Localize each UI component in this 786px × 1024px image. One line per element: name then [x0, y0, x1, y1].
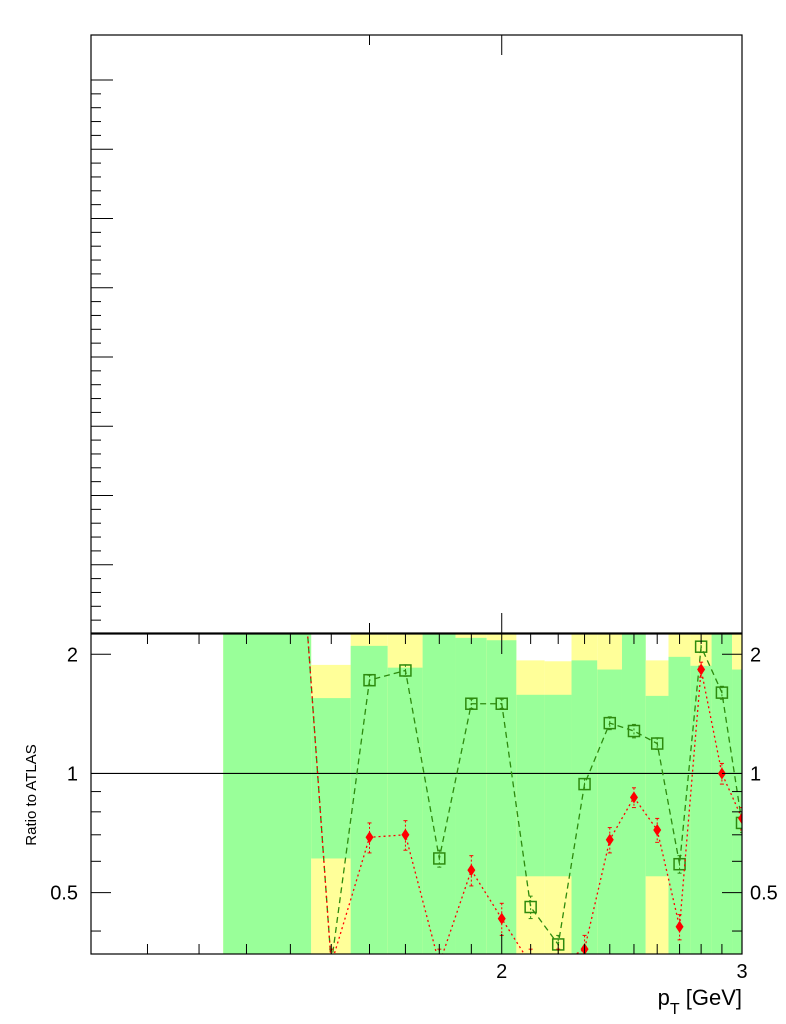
series-1-marker [605, 833, 614, 846]
series-1-marker [497, 912, 506, 925]
green-uncertainty-band [711, 634, 733, 954]
x-axis-title-sub: T [670, 1001, 680, 1018]
series-0-marker [650, 737, 664, 750]
y-axis-title: Ratio to ATLAS [23, 744, 40, 845]
series-1-marker [365, 831, 374, 844]
series-0-marker [603, 716, 617, 730]
green-uncertainty-band [516, 694, 545, 877]
y-tick-label-left: 1 [67, 763, 78, 785]
series-0-marker [756, 804, 767, 815]
series-1-marker [401, 828, 410, 841]
series-0-marker [433, 852, 446, 865]
series-1-marker [527, 958, 535, 970]
series-1-marker [435, 958, 443, 970]
y-tick-label-left: 0.5 [50, 883, 78, 905]
series-0-marker [495, 697, 508, 710]
series-1-marker [675, 920, 684, 933]
green-uncertainty-band [350, 645, 388, 954]
series-0-marker [627, 724, 641, 738]
ratio-pad-frame [90, 633, 743, 955]
series-1-marker [327, 958, 335, 970]
green-uncertainty-band [645, 695, 669, 877]
model-series [306, 634, 767, 970]
series-1-marker [629, 791, 638, 804]
y-tick-label-right: 2 [750, 644, 761, 666]
series-1-marker [717, 767, 726, 780]
y-tick-label-right: 1 [750, 763, 761, 785]
series-0-marker [326, 959, 337, 970]
green-uncertainty-band [690, 665, 712, 954]
series-0-line [306, 634, 742, 954]
green-uncertainty-band [455, 637, 487, 954]
green-uncertainty-band [668, 656, 691, 954]
y-tick-label-right: 0.5 [750, 883, 778, 905]
series-0-marker [524, 900, 537, 914]
series-0-marker [715, 686, 729, 699]
ratio-pad-ticks [90, 634, 743, 954]
series-1-line [306, 634, 742, 954]
green-uncertainty-band [422, 634, 456, 954]
series-0-marker [673, 857, 686, 871]
y-tick-label-left: 2 [67, 644, 78, 666]
series-0-marker [465, 697, 478, 710]
x-axis-title-main: p [658, 985, 670, 1010]
upper-pad-ticks [91, 35, 503, 633]
x-axis-title: pT [GeV] [658, 985, 742, 1018]
tick-labels: 0.5 0.5 1 1 2 2 2 3 [50, 644, 778, 983]
series-0-marker [363, 673, 376, 687]
series-1-marker [653, 823, 662, 836]
series-0-marker [399, 664, 412, 677]
series-1-marker [554, 958, 562, 970]
green-uncertainty-band [544, 694, 572, 877]
green-uncertainty-band [571, 660, 598, 954]
green-uncertainty-band [223, 634, 312, 954]
x-tick-label: 2 [496, 961, 507, 983]
upper-pad-frame [90, 34, 743, 634]
series-1-marker [467, 864, 476, 877]
series-1-marker [757, 815, 765, 827]
series-0-marker [578, 777, 591, 791]
x-tick-label: 3 [736, 961, 747, 983]
x-axis-title-unit: [GeV] [680, 985, 742, 1010]
series-1-marker [738, 812, 742, 825]
series-0-marker [735, 816, 742, 830]
series-1-marker [697, 663, 706, 676]
green-uncertainty-band [597, 669, 622, 954]
green-uncertainty-band [387, 667, 423, 954]
green-uncertainty-band [311, 698, 351, 859]
uncertainty-bands [223, 634, 742, 954]
green-uncertainty-band [486, 640, 517, 954]
